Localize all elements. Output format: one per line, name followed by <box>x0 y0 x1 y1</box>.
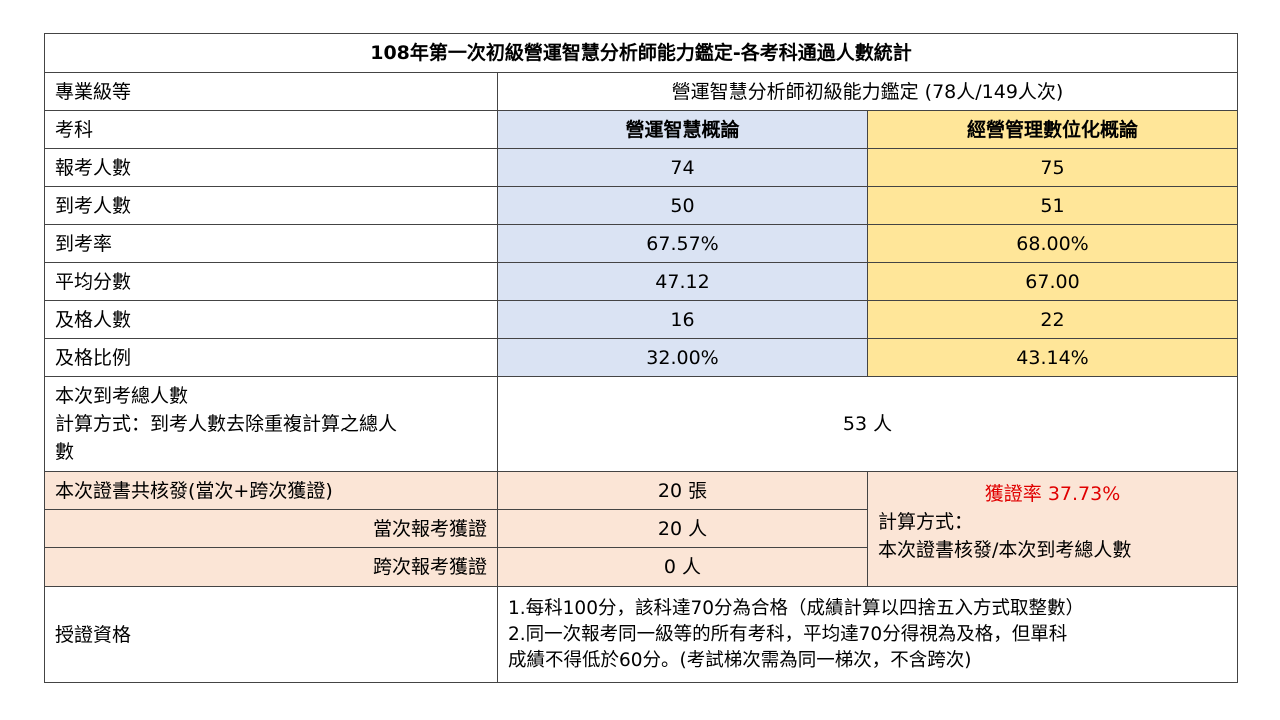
rule-line: 成績不得低於60分。(考試梯次需為同一梯次，不含跨次) <box>508 649 972 671</box>
method-line: 計算方式： <box>878 511 974 533</box>
stat-value: 16 <box>497 300 868 339</box>
stat-row: 平均分數 47.12 67.00 <box>44 262 1239 301</box>
subject-header: 營運智慧概論 <box>497 110 868 149</box>
stat-value: 51 <box>866 186 1239 225</box>
qualification-label: 授證資格 <box>44 586 498 683</box>
stat-value: 68.00% <box>866 224 1239 263</box>
stat-value: 74 <box>497 148 868 187</box>
cert-row: 當次報考獲證 20 人 <box>44 509 1238 548</box>
label-line: 數 <box>55 441 75 463</box>
subject-row: 考科 營運智慧概論 經營管理數位化概論 <box>44 110 1239 149</box>
qualification-row: 授證資格 1.每科100分，該科達70分為合格（成績計算以四捨五入方式取整數） … <box>44 586 1239 683</box>
row-label: 到考率 <box>44 224 498 263</box>
subject-header: 經營管理數位化概論 <box>866 110 1239 149</box>
stats-body: 報考人數 74 75 到考人數 50 51 到考率 67.57% 68.00% 平均分數 47.12… <box>44 148 1239 377</box>
stat-value: 67.00 <box>866 262 1239 301</box>
stat-value: 22 <box>866 300 1239 339</box>
rate-label: 獲證率 <box>984 483 1042 505</box>
stat-value: 67.57% <box>497 224 868 263</box>
total-row: 本次到考總人數 計算方式：到考人數去除重複計算之總人 數 53 人 <box>44 376 1239 472</box>
stat-row: 及格人數 16 22 <box>44 300 1239 339</box>
cert-value: 20 人 <box>497 509 868 548</box>
rule-line: 2.同一次報考同一級等的所有考科，平均達70分得視為及格，但單科 <box>508 623 1068 645</box>
rate-cell: 獲證率 37.73% 計算方式： 本次證書核發/本次到考總人數 <box>866 471 1239 587</box>
cert-value: 0 人 <box>497 547 868 587</box>
row-label: 專業級等 <box>44 72 498 111</box>
level-value: 營運智慧分析師初級能力鑑定 (78人/149人次) <box>496 72 1239 111</box>
row-label: 報考人數 <box>44 148 498 187</box>
rate-value: 37.73% <box>1047 483 1121 505</box>
stat-value: 47.12 <box>497 262 868 301</box>
row-label: 考科 <box>44 110 498 149</box>
cert-label: 當次報考獲證 <box>44 509 498 548</box>
stat-row: 報考人數 74 75 <box>44 148 1239 187</box>
qualification-text: 1.每科100分，該科達70分為合格（成績計算以四捨五入方式取整數） 2.同一次… <box>496 586 1239 683</box>
stat-value: 75 <box>866 148 1239 187</box>
stat-value: 43.14% <box>866 338 1239 377</box>
table-title: 108年第一次初級營運智慧分析師能力鑑定-各考科通過人數統計 <box>43 33 1239 73</box>
row-label: 平均分數 <box>44 262 498 301</box>
total-value: 53 人 <box>496 376 1239 472</box>
stat-value: 32.00% <box>497 338 868 377</box>
cert-value: 20 張 <box>497 471 868 510</box>
stats-table: 108年第一次初級營運智慧分析師能力鑑定-各考科通過人數統計 專業級等 營運智慧… <box>43 33 1239 683</box>
stat-value: 50 <box>497 186 868 225</box>
row-label: 到考人數 <box>44 186 498 225</box>
rule-line: 1.每科100分，該科達70分為合格（成績計算以四捨五入方式取整數） <box>508 597 1085 619</box>
label-line: 本次到考總人數 <box>55 385 189 407</box>
level-row: 專業級等 營運智慧分析師初級能力鑑定 (78人/149人次) <box>44 72 1239 111</box>
stat-row: 到考人數 50 51 <box>44 186 1239 225</box>
title-row: 108年第一次初級營運智慧分析師能力鑑定-各考科通過人數統計 <box>43 33 1239 73</box>
method-line: 本次證書核發/本次到考總人數 <box>878 539 1132 561</box>
total-label: 本次到考總人數 計算方式：到考人數去除重複計算之總人 數 <box>44 376 498 472</box>
cert-label: 本次證書共核發(當次+跨次獲證) <box>44 471 498 510</box>
rate-line: 獲證率 37.73% <box>878 480 1227 508</box>
stat-row: 到考率 67.57% 68.00% <box>44 224 1239 263</box>
cert-label: 跨次報考獲證 <box>44 547 498 587</box>
stat-row: 及格比例 32.00% 43.14% <box>44 338 1239 377</box>
row-label: 及格比例 <box>44 338 498 377</box>
row-label: 及格人數 <box>44 300 498 339</box>
cert-row: 本次證書共核發(當次+跨次獲證) 20 張 獲證率 37.73% 計算方式： 本… <box>44 471 1239 587</box>
label-line: 計算方式：到考人數去除重複計算之總人 <box>55 413 398 435</box>
